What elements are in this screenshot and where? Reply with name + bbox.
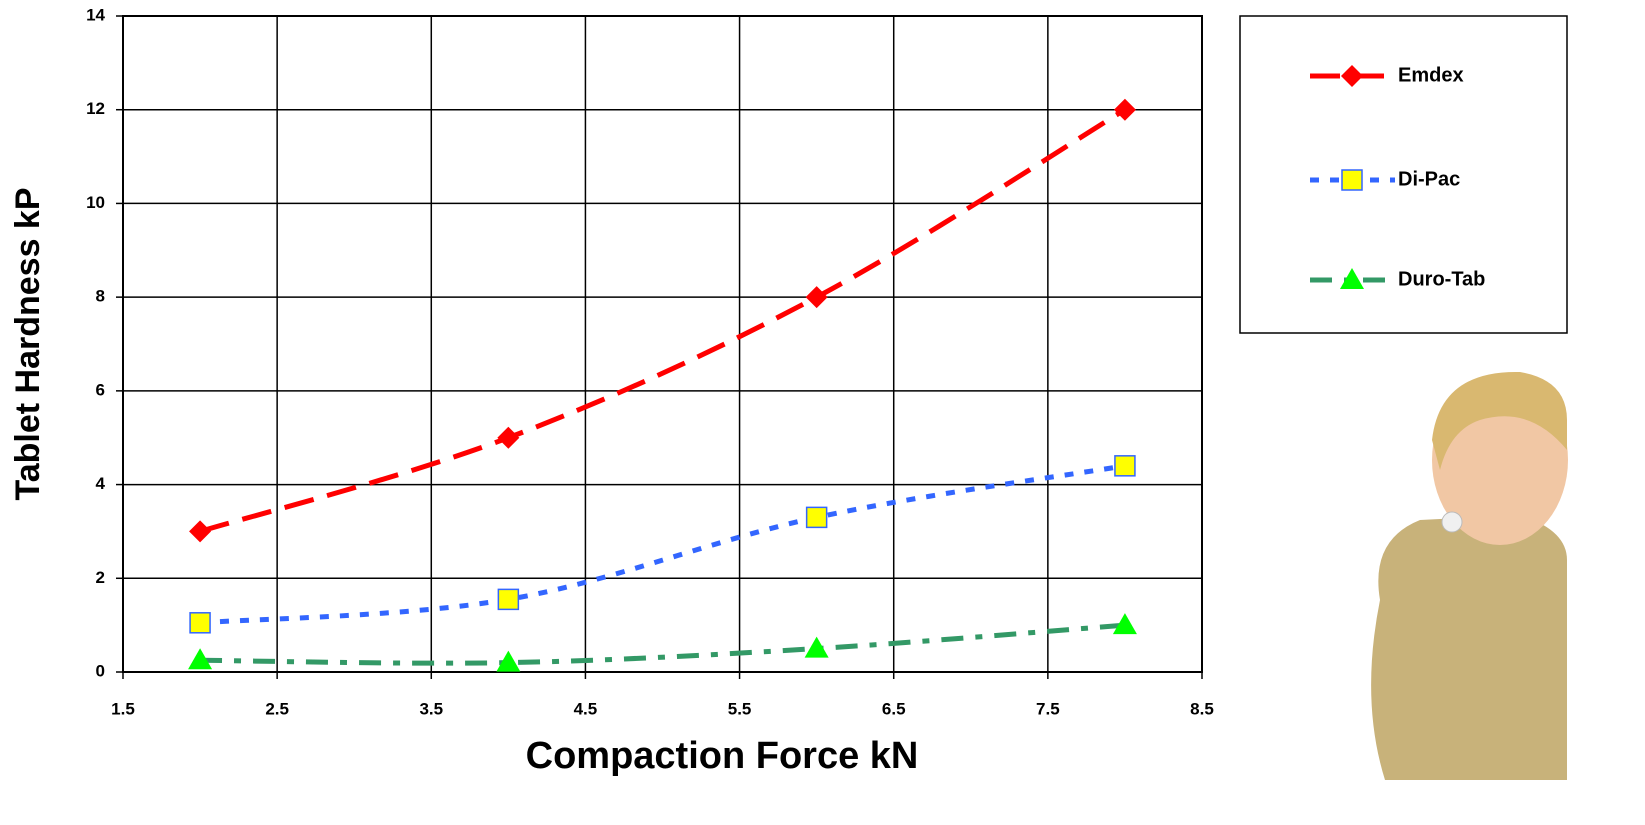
x-tick-label: 3.5 <box>419 699 443 718</box>
x-tick-label: 1.5 <box>111 699 135 718</box>
legend-marker <box>1340 268 1364 289</box>
series-line <box>199 107 1127 534</box>
x-tick-label: 4.5 <box>574 699 598 718</box>
series-line <box>200 622 1126 666</box>
x-tick-label: 7.5 <box>1036 699 1060 718</box>
y-tick-label: 8 <box>96 287 105 306</box>
y-tick-label: 4 <box>96 474 106 493</box>
marker <box>805 506 828 529</box>
marker <box>1112 613 1137 635</box>
y-tick-label: 12 <box>86 99 105 118</box>
x-tick-label: 5.5 <box>728 699 752 718</box>
y-tick-label: 6 <box>96 380 105 399</box>
marker <box>497 426 520 449</box>
y-tick-label: 2 <box>96 568 105 587</box>
legend-marker <box>1341 65 1363 87</box>
marker <box>805 286 828 309</box>
x-tick-label: 8.5 <box>1190 699 1214 718</box>
marker <box>497 588 520 611</box>
marker <box>189 520 212 543</box>
y-tick-label: 14 <box>86 5 105 24</box>
x-tick-label: 6.5 <box>882 699 906 718</box>
series-line <box>199 463 1126 626</box>
marker <box>1114 455 1136 477</box>
y-tick-label: 10 <box>86 193 105 212</box>
legend-label: Emdex <box>1398 64 1464 86</box>
marker <box>1113 98 1136 121</box>
legend-label: Duro-Tab <box>1398 268 1485 290</box>
legend-label: Di-Pac <box>1398 168 1460 190</box>
marker <box>189 612 211 634</box>
legend-marker <box>1341 169 1363 191</box>
marker <box>804 636 829 658</box>
y-tick-label: 0 <box>96 661 105 680</box>
legend-box <box>1239 15 1568 334</box>
photo <box>1371 371 1568 780</box>
y-axis-title: Tablet Hardness kP <box>9 187 47 500</box>
x-tick-label: 2.5 <box>265 699 289 718</box>
marker <box>188 648 213 670</box>
plot-area <box>122 15 1203 673</box>
marker <box>496 650 521 672</box>
x-axis-title: Compaction Force kN <box>526 735 919 777</box>
